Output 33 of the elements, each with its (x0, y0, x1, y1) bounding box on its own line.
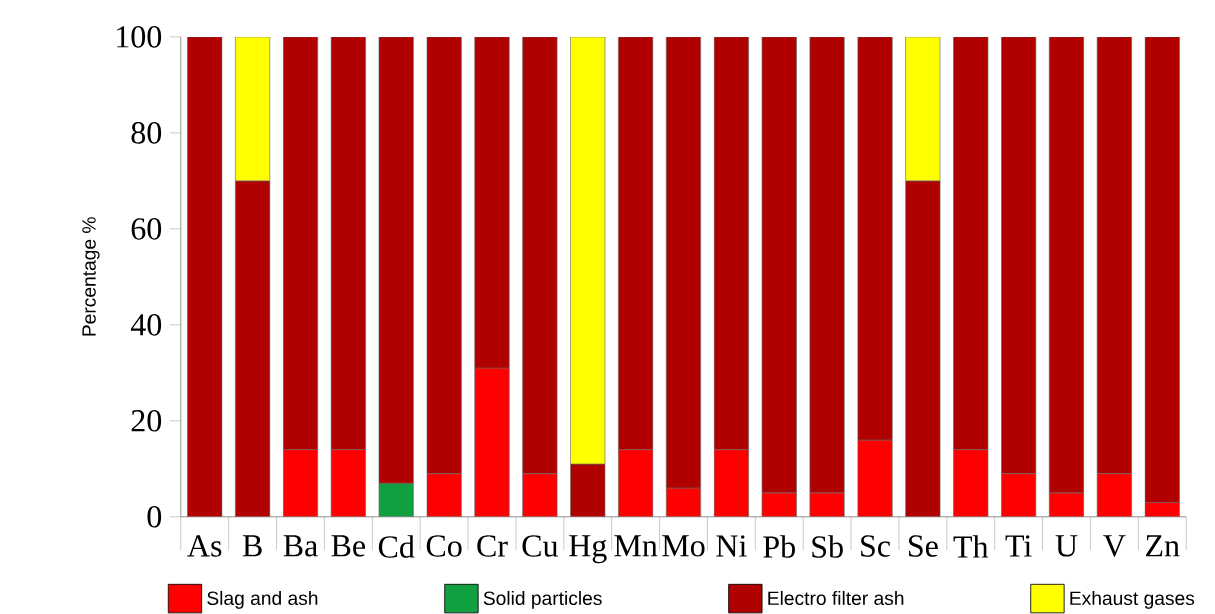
x-tick-label: Hg (569, 535, 607, 564)
y-tick-label: 100 (117, 26, 162, 48)
x-tick-label: Co (426, 535, 462, 557)
bar (187, 36, 223, 517)
x-tick-label: Cu (522, 535, 559, 557)
x-tick-label: Th (953, 535, 989, 558)
y-axis-title: Percentage % (82, 217, 100, 336)
x-tick-label: Se (909, 535, 938, 557)
x-tick-label: As (187, 535, 222, 557)
x-tick-label: B (242, 535, 262, 557)
legend-label: Electro filter ash (768, 590, 904, 606)
x-tick-label: Pb (763, 535, 795, 558)
legend-label: Exhaust gases (1070, 590, 1195, 609)
x-tick-label: Ni (716, 535, 747, 557)
x-tick-label: Be (331, 535, 366, 557)
x-tick-label: V (1103, 535, 1126, 557)
legend-label: Solid particles (483, 590, 602, 609)
y-tick-label: 80 (131, 122, 162, 144)
y-tick-label: 60 (131, 218, 162, 240)
x-tick-label: Cd (378, 535, 415, 558)
legend-label: Slag and ash (207, 590, 318, 609)
x-tick-label: Cr (477, 535, 508, 557)
x-tick-label: Mn (614, 535, 658, 557)
x-tick-label: Sc (861, 535, 891, 557)
x-tick-label: Ba (283, 535, 318, 557)
x-tick-label: U (1055, 535, 1078, 557)
x-tick-label: Ti (1005, 535, 1032, 557)
x-tick-label: Sb (812, 535, 843, 558)
x-tick-label: Mo (662, 535, 705, 557)
y-tick-label: 0 (147, 506, 162, 528)
y-tick-label: 40 (130, 314, 162, 336)
y-tick-label: 20 (131, 410, 162, 432)
x-tick-label: Zn (1146, 535, 1180, 557)
